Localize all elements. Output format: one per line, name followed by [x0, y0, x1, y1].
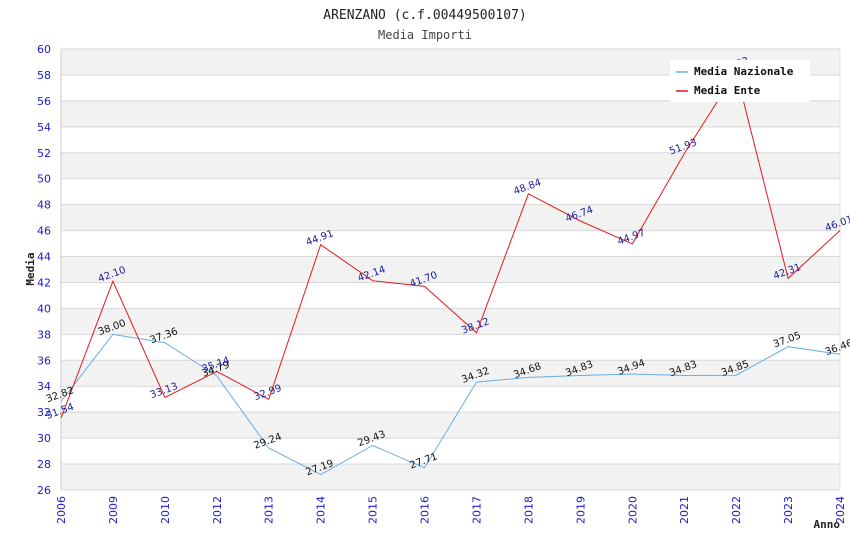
- x-tick-label: 2020: [626, 496, 639, 524]
- grid-band: [61, 204, 840, 231]
- grid-band: [61, 100, 840, 127]
- y-tick-label: 34: [37, 380, 51, 393]
- legend-label-media-ente: Media Ente: [694, 84, 761, 97]
- x-tick-label: 2010: [159, 496, 172, 524]
- grid-bands: [61, 49, 840, 490]
- x-tick-label: 2009: [107, 496, 120, 524]
- grid-band: [61, 464, 840, 490]
- y-tick-label: 28: [37, 458, 51, 471]
- x-tick-label: 2012: [211, 496, 224, 524]
- series-line-media-ente: [60, 70, 841, 419]
- x-tick-label: 2023: [782, 496, 795, 524]
- legend-label-media-nazionale: Media Nazionale: [694, 65, 794, 78]
- chart-subtitle: Media Importi: [378, 28, 472, 42]
- y-tick-label: 32: [37, 406, 51, 419]
- grid-band: [61, 308, 840, 335]
- x-tick-label: 2019: [574, 496, 587, 524]
- chart-title: ARENZANO (c.f.00449500107): [323, 8, 527, 23]
- y-tick-label: 38: [37, 328, 51, 341]
- x-axis-ticks: 2006 2009 2010 2012 2013 2014 2015 2016 2017 2018…: [55, 496, 847, 524]
- x-tick-label: 2018: [522, 496, 535, 524]
- data-label: 44.91: [304, 228, 335, 248]
- y-tick-label: 42: [37, 276, 51, 289]
- y-tick-label: 52: [37, 147, 51, 160]
- y-tick-label: 54: [37, 121, 51, 134]
- grid-lines: [60, 48, 841, 491]
- y-tick-label: 60: [37, 43, 51, 56]
- x-tick-label: 2017: [470, 496, 483, 524]
- x-tick-label: 2016: [419, 496, 432, 524]
- legend-box: [670, 60, 810, 102]
- y-tick-label: 26: [37, 484, 51, 497]
- grid-band: [61, 152, 840, 179]
- data-label: 48.84: [512, 177, 543, 197]
- x-tick-label: 2021: [678, 496, 691, 524]
- grid-band: [61, 360, 840, 387]
- x-tick-label: 2014: [315, 496, 328, 524]
- x-axis-title: Anno: [814, 518, 841, 531]
- data-label: 36.46: [824, 338, 850, 358]
- y-tick-label: 48: [37, 199, 51, 212]
- x-tick-label: 2022: [730, 496, 743, 524]
- y-tick-label: 44: [37, 251, 51, 264]
- y-tick-label: 50: [37, 173, 51, 186]
- y-tick-label: 56: [37, 95, 51, 108]
- grid-band: [61, 256, 840, 283]
- y-axis-ticks: 26 28 30 32 34 36 38 40 42 44 46 48 50 52 54 56 58 60: [37, 43, 51, 497]
- x-tick-label: 2013: [263, 496, 276, 524]
- legend: Media Nazionale Media Ente: [670, 60, 810, 102]
- series-line-media-nazionale: [60, 333, 841, 476]
- y-tick-label: 30: [37, 432, 51, 445]
- x-tick-label: 2015: [367, 496, 380, 524]
- y-tick-label: 40: [37, 302, 51, 315]
- x-tick-label: 2024: [834, 496, 847, 524]
- y-tick-label: 36: [37, 354, 51, 367]
- y-axis-title: Media: [24, 252, 37, 285]
- series-lines: [60, 70, 841, 476]
- x-tick-label: 2006: [55, 496, 68, 524]
- y-tick-label: 46: [37, 225, 51, 238]
- y-tick-label: 58: [37, 69, 51, 82]
